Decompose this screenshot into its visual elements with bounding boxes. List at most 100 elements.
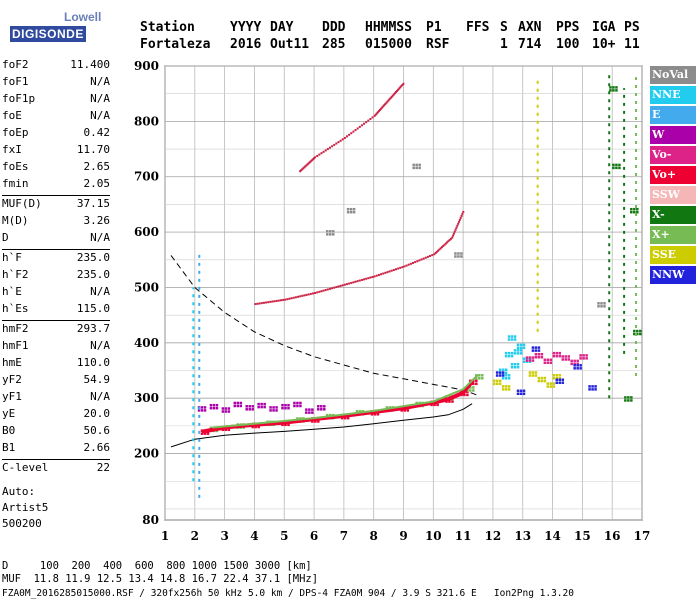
point-x: [469, 386, 472, 389]
echo-dot: [284, 298, 287, 301]
point-vo: [561, 358, 564, 361]
legend-item-e: E: [650, 106, 696, 124]
point-vo: [433, 403, 436, 407]
point-x: [415, 401, 418, 405]
point-w: [251, 405, 254, 408]
param-row: fxI 11.70: [2, 143, 110, 160]
echo-dot: [397, 267, 400, 270]
point-x: [475, 377, 478, 380]
point-nnw: [579, 364, 582, 367]
legend-item-x: X+: [650, 226, 696, 244]
point-noval: [349, 207, 353, 211]
point-x: [618, 166, 621, 170]
point-nne: [516, 352, 520, 355]
echo-dot: [324, 289, 327, 292]
y-tick-label: 200: [134, 447, 159, 461]
param-row: foF2 11.400: [2, 58, 110, 75]
point-nnw: [522, 392, 526, 396]
point-sse: [537, 379, 541, 383]
point-nne: [507, 335, 511, 338]
param-key: C-level: [2, 461, 49, 474]
point-sse: [492, 382, 496, 386]
point-vo: [555, 354, 559, 358]
point-vo: [525, 356, 529, 359]
scaled-parameters-panel: foF2 11.400 foF1 N/A foF1p N/A foE N/A foEp 0.42 f…: [2, 58, 110, 478]
param-value: 110.0: [76, 356, 110, 369]
point-nne: [513, 365, 517, 369]
point-x: [630, 399, 633, 402]
point-nne: [516, 365, 520, 369]
echo-dot: [299, 170, 302, 173]
digisonde-logo: Lowell DIGISONDE: [6, 6, 126, 46]
point-vo: [227, 428, 231, 432]
point-w: [293, 401, 296, 405]
point-nne: [513, 349, 517, 352]
point-w: [287, 403, 290, 407]
point-sse: [534, 374, 538, 377]
point-vo: [203, 432, 207, 435]
point-vo: [534, 353, 538, 356]
param-value: N/A: [90, 231, 110, 244]
point-x: [469, 389, 472, 392]
point-nne: [504, 377, 508, 380]
param-value: 20.0: [83, 407, 111, 420]
point-nnw: [498, 374, 502, 377]
point-nne: [510, 362, 514, 366]
header-label-3: DDD: [322, 20, 346, 35]
point-nnw: [588, 385, 591, 388]
point-nnw: [501, 374, 505, 377]
param-value: 293.7: [76, 322, 110, 335]
param-row: yE 20.0: [2, 407, 110, 424]
point-sse: [495, 379, 499, 383]
point-sse: [558, 374, 562, 377]
param-row: hmF2 293.7: [2, 322, 110, 339]
param-row: B1 2.66: [2, 441, 110, 458]
param-key: fxI: [2, 143, 22, 156]
echo-dot: [456, 224, 459, 227]
param-row: yF2 54.9: [2, 373, 110, 390]
param-value: 11.70: [76, 143, 110, 156]
point-nnw: [579, 367, 582, 370]
point-nnw: [576, 367, 579, 370]
point-vo: [543, 358, 547, 362]
echo-dot: [385, 101, 388, 104]
point-vo: [570, 362, 573, 366]
echo-dot: [386, 100, 389, 103]
point-nne: [507, 354, 511, 358]
echo-dot: [454, 228, 457, 231]
point-nne: [510, 338, 514, 341]
echo-dot: [316, 154, 319, 157]
point-noval: [460, 255, 463, 258]
param-key: foF1: [2, 75, 29, 88]
logo-bottom-text: DIGISONDE: [10, 26, 86, 42]
point-noval: [415, 163, 418, 167]
point-sse: [540, 376, 544, 380]
echo-dot: [328, 146, 331, 149]
param-key: yF1: [2, 390, 22, 403]
point-w: [263, 402, 266, 406]
echo-dot: [414, 261, 417, 264]
echo-dot: [303, 166, 306, 169]
point-nnw: [519, 392, 523, 396]
echo-dot: [412, 261, 415, 264]
param-row: D N/A: [2, 231, 110, 248]
echo-dot: [459, 216, 462, 219]
point-nnw: [561, 381, 565, 384]
header-value-7: 714: [518, 37, 542, 52]
point-noval: [412, 166, 415, 170]
point-x: [612, 166, 615, 170]
point-nne: [519, 343, 523, 347]
echo-dot: [424, 256, 427, 259]
header-label-7: S: [500, 20, 508, 35]
point-noval: [346, 210, 350, 214]
param-key: hmF1: [2, 339, 29, 352]
echo-dot: [341, 138, 344, 141]
point-nnw: [531, 346, 535, 349]
point-sse: [507, 388, 511, 391]
point-w: [212, 403, 216, 407]
point-w: [296, 401, 299, 405]
echo-dot: [379, 108, 382, 111]
point-sse: [546, 382, 550, 385]
point-sse: [552, 385, 556, 388]
